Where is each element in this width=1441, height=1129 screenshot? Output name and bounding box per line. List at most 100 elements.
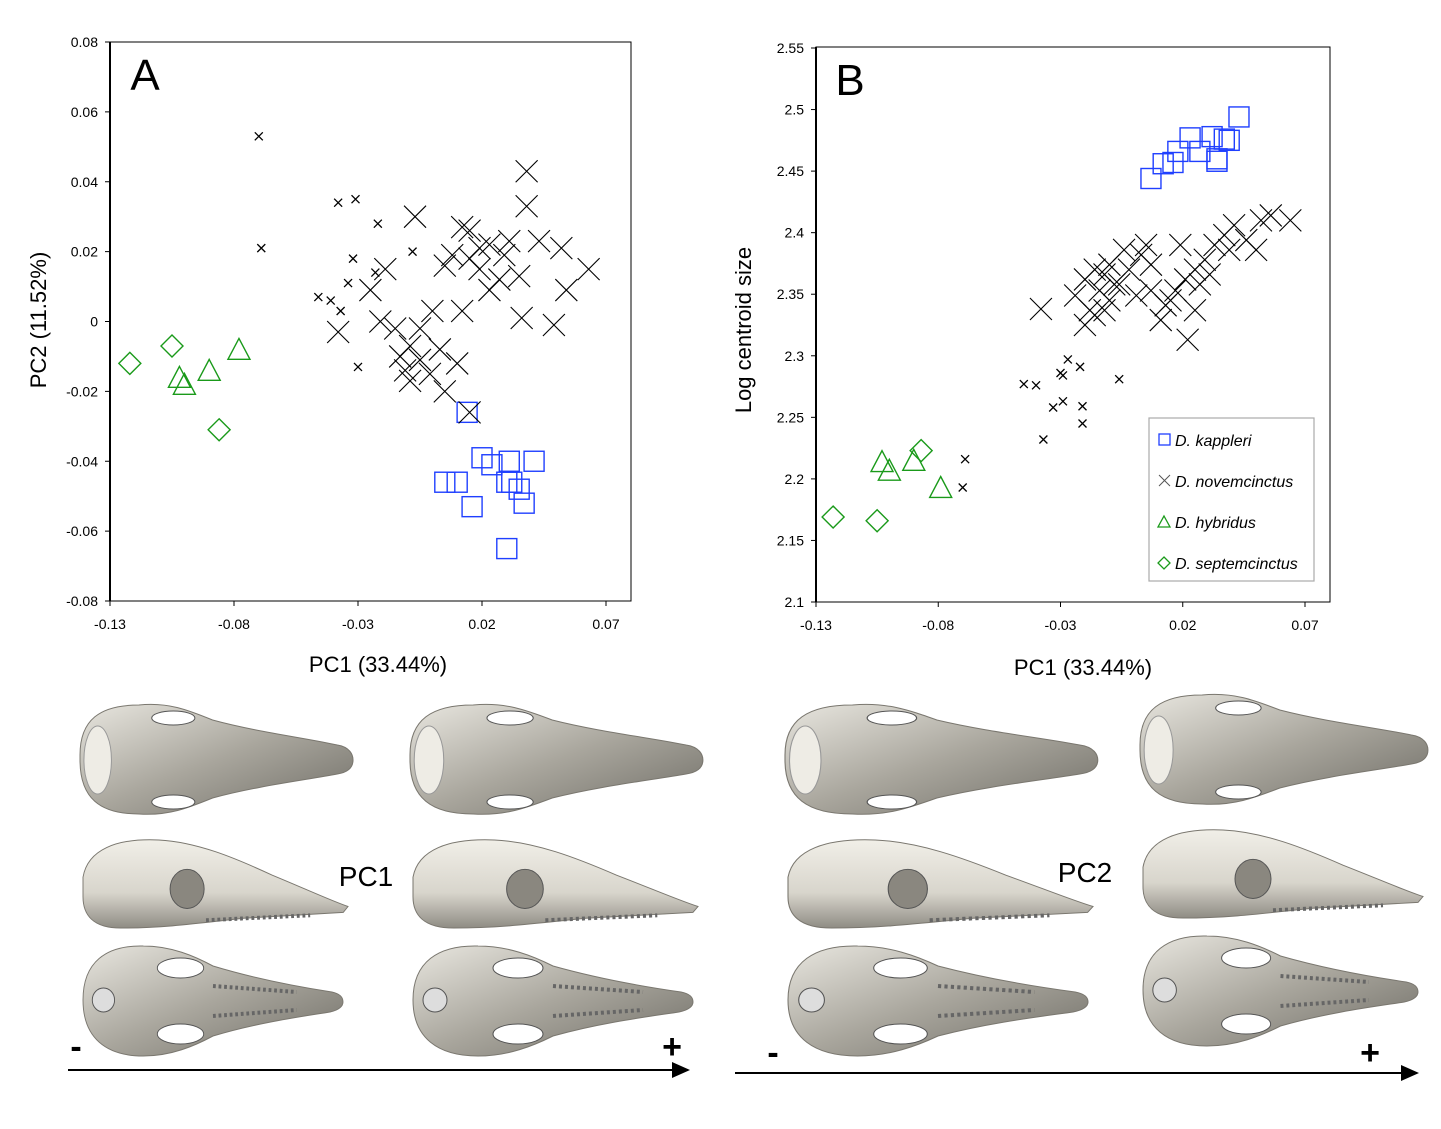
legend-marker — [1156, 514, 1172, 528]
data-point — [515, 159, 539, 183]
data-point — [359, 278, 382, 302]
data-point — [428, 338, 452, 361]
y-tick-label: 2.15 — [777, 532, 804, 548]
scatter-plot-B: -0.13 -0.08 -0.03 0.02 0.07 2.55 2.5 2.45 2.4 2.3… — [731, 40, 1331, 680]
data-point — [1140, 167, 1162, 190]
plus-sign: + — [1360, 1034, 1380, 1072]
data-point — [343, 278, 353, 288]
braincase — [413, 725, 445, 795]
zygomatic-opening — [492, 957, 544, 979]
series-d-kappleri — [434, 401, 545, 560]
data-point — [160, 333, 184, 358]
data-point — [1078, 401, 1087, 411]
data-point — [1259, 204, 1283, 227]
zygomatic-opening — [1221, 1013, 1272, 1035]
data-point — [1078, 419, 1087, 428]
skull-outline — [784, 703, 1099, 815]
data-point — [1139, 253, 1163, 277]
data-point — [577, 257, 601, 281]
pc-label: PC2 — [1058, 857, 1112, 888]
data-point — [1198, 263, 1222, 286]
data-point — [1244, 238, 1268, 262]
plot-frame — [109, 41, 632, 602]
zygomatic-opening — [873, 957, 928, 979]
x-tick-label: -0.13 — [94, 616, 126, 632]
data-point — [1048, 403, 1058, 412]
data-point — [542, 313, 566, 337]
zygomatic-opening — [873, 1023, 928, 1045]
data-point — [445, 352, 469, 375]
orbit — [887, 868, 928, 909]
data-point — [1093, 298, 1116, 322]
panel-label: A — [130, 51, 160, 100]
skull-lateral-view — [82, 839, 349, 929]
skull-outline — [409, 703, 704, 815]
y-tick-label: 0 — [90, 314, 98, 330]
data-point — [197, 357, 222, 382]
data-point — [333, 198, 343, 208]
data-point — [408, 247, 418, 257]
data-point — [1167, 140, 1189, 163]
data-point — [1058, 396, 1068, 406]
skull-ventral-view — [82, 945, 344, 1057]
x-tick-label: 0.07 — [592, 616, 619, 632]
skull-panel-pc1: PC1 - + — [68, 703, 704, 1078]
data-point — [478, 278, 501, 302]
skull-dorsal-view — [409, 703, 704, 815]
data-point — [226, 336, 252, 361]
y-tick-label: 2.35 — [777, 286, 804, 302]
skull-outline — [787, 945, 1089, 1057]
data-point — [440, 243, 464, 267]
data-point — [1038, 435, 1048, 444]
x-tick-label: -0.13 — [800, 617, 832, 633]
x-axis-label: PC1 (33.44%) — [309, 652, 447, 677]
data-point — [254, 131, 264, 141]
data-point — [1114, 374, 1124, 384]
data-point — [1058, 371, 1068, 380]
data-point — [1063, 355, 1073, 364]
data-point — [1168, 233, 1192, 257]
data-point — [1162, 151, 1184, 174]
y-axis-label: PC2 (11.52%) — [26, 252, 51, 389]
data-point — [498, 450, 520, 472]
data-point — [1029, 297, 1053, 321]
legend-label: D. kappleri — [1175, 433, 1252, 450]
data-point — [1075, 362, 1085, 372]
zygomatic-opening — [1221, 947, 1272, 969]
data-point — [446, 471, 468, 493]
skull-lateral-view — [1142, 829, 1424, 919]
data-point — [496, 537, 518, 560]
data-point — [207, 417, 232, 442]
y-tick-label: 2.4 — [785, 225, 805, 241]
braincase — [788, 725, 822, 795]
data-point — [336, 306, 346, 316]
square-marker-icon — [1158, 433, 1171, 446]
y-tick-label: 0.06 — [71, 104, 98, 120]
data-point — [1193, 248, 1217, 272]
y-tick-label: 2.5 — [785, 102, 805, 118]
orbit-opening — [866, 794, 918, 810]
x-tick-label: -0.03 — [342, 616, 374, 632]
orbit-opening — [486, 794, 534, 810]
data-point — [418, 362, 442, 386]
data-point — [373, 219, 383, 229]
skull-outline — [412, 945, 694, 1057]
series-d-hybridus — [869, 447, 953, 499]
data-point — [515, 194, 539, 218]
data-point — [501, 471, 523, 493]
legend-marker — [1158, 433, 1171, 446]
data-point — [1149, 308, 1173, 332]
triangle-marker-icon — [1156, 514, 1172, 528]
data-point — [523, 450, 545, 472]
data-point — [877, 457, 902, 481]
skull-ventral-view — [412, 945, 694, 1057]
data-point — [383, 317, 407, 340]
data-point — [373, 257, 397, 281]
skull-outline — [82, 945, 344, 1057]
plus-sign: + — [662, 1028, 682, 1066]
x-tick-label: 0.07 — [1291, 617, 1318, 633]
orbit-opening — [151, 794, 196, 810]
data-point — [403, 205, 427, 229]
y-tick-label: 2.2 — [785, 471, 805, 487]
skull-outline — [1139, 693, 1429, 805]
